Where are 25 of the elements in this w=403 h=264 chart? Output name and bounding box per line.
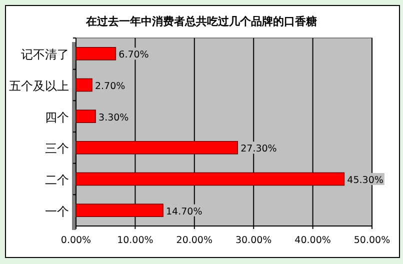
x-tick-label: 10.00% [117,235,154,246]
x-tick-label: 50.00% [354,235,390,246]
bar [76,141,238,154]
data-label: 3.30% [98,112,129,124]
data-label: 14.70% [166,206,202,218]
data-label: 2.70% [94,81,126,92]
data-label: 6.70% [118,50,149,61]
bar [76,78,92,92]
bar [76,47,116,60]
data-label: 27.30% [240,144,277,155]
x-tick-label: 20.00% [176,235,213,246]
y-tick-label: 记不清了 [21,48,69,62]
y-tick-label: 一个 [45,204,69,218]
bar [76,204,164,217]
y-tick-label: 二个 [45,173,69,187]
x-tick-label: 40.00% [294,235,331,246]
y-tick-label: 五个及以上 [9,79,69,93]
x-tick-label: 30.00% [235,235,272,246]
data-label: 45.30% [347,175,384,186]
bar [76,110,96,123]
bar [76,172,345,186]
y-tick-label: 四个 [45,110,69,124]
chart-title: 在过去一年中消费者总共吃过几个品牌的口香糖 [85,15,317,28]
y-tick-label: 三个 [45,142,69,156]
x-tick-label: 0.00% [60,235,92,246]
